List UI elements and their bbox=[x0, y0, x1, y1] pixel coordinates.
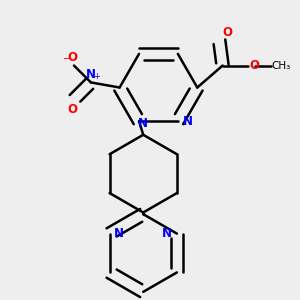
Text: N: N bbox=[86, 68, 96, 81]
Text: N: N bbox=[114, 227, 124, 240]
Text: O: O bbox=[67, 103, 77, 116]
Text: O: O bbox=[249, 59, 259, 72]
Text: −: − bbox=[62, 54, 70, 64]
Text: CH₃: CH₃ bbox=[272, 61, 291, 70]
Text: +: + bbox=[94, 72, 100, 81]
Text: N: N bbox=[162, 227, 172, 240]
Text: N: N bbox=[183, 115, 193, 128]
Text: O: O bbox=[222, 26, 232, 38]
Text: N: N bbox=[138, 117, 148, 130]
Text: O: O bbox=[67, 51, 77, 64]
